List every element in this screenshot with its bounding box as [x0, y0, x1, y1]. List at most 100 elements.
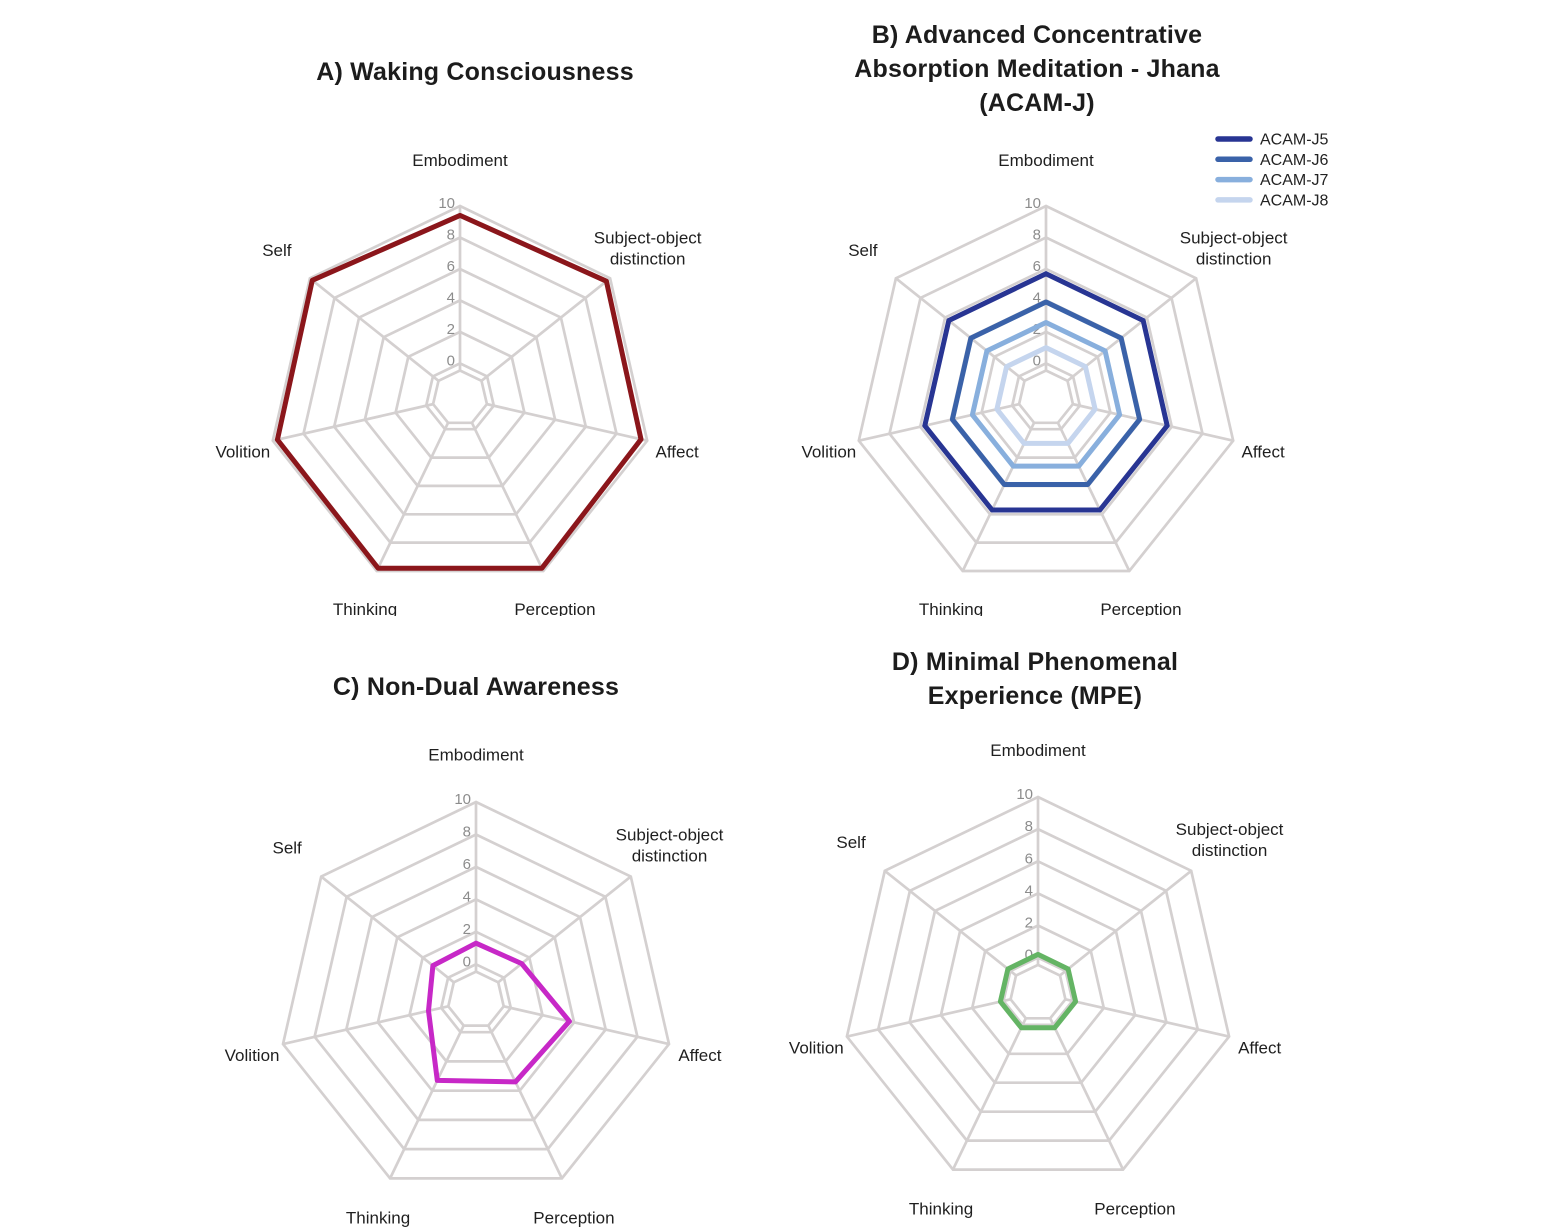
grid-spoke [858, 402, 1020, 443]
grid-spoke [503, 1005, 670, 1046]
panel-c-title: C) Non-Dual Awareness [332, 673, 620, 701]
grid-ring [1002, 956, 1074, 1027]
axis-label: Self [836, 833, 866, 852]
panel-non-dual-awareness: C) Non-Dual Awareness 0 2 4 6 8 10 Embodiment S… [0, 616, 771, 1232]
series-acam-j7 [969, 320, 1123, 469]
grid-spoke [1065, 997, 1230, 1038]
axis-label: Subject-object [594, 228, 702, 247]
axis-label: Perception [533, 1208, 614, 1227]
panel-d-title: D) Minimal Phenomenal Experience (MPE) [891, 648, 1179, 710]
axis-label: Volition [215, 443, 270, 462]
radial-tick-label: 6 [1033, 258, 1041, 275]
grid-ring [845, 795, 1231, 1171]
axis-label: Thinking [346, 1208, 410, 1227]
grid-ring [970, 924, 1106, 1056]
axis-label: Self [848, 241, 878, 260]
radial-tick-label: 4 [1025, 882, 1033, 899]
series-minimal-phenomenal-experience [997, 951, 1079, 1031]
radial-tick-label: 8 [447, 226, 455, 243]
panel-mpe: D) Minimal Phenomenal Experience (MPE) 0… [771, 616, 1542, 1232]
grid-spoke [480, 277, 611, 382]
grid-ring [376, 897, 576, 1093]
axis-label: Embodiment [428, 745, 524, 764]
radial-tick-label: 8 [1025, 818, 1033, 835]
grid-ring [363, 298, 557, 488]
radial-tick-label: 0 [463, 953, 471, 970]
grid-spoke [1066, 277, 1197, 382]
radial-tick-label: 10 [1016, 786, 1033, 803]
axis-label: Thinking [919, 600, 983, 616]
grid-ring [424, 361, 496, 431]
legend-label-acam-j5: ACAM-J5 [1260, 132, 1329, 149]
grid-spoke [951, 1017, 1028, 1171]
grid-ring [408, 930, 544, 1063]
axis-label: Subject-object [1180, 228, 1288, 247]
grid-spoke [895, 277, 1026, 382]
axis-label: Volition [789, 1039, 844, 1058]
grid-ring [394, 330, 526, 459]
grid-ring [281, 800, 671, 1180]
grid-spoke [487, 1025, 564, 1179]
series-acam-j5 [922, 271, 1170, 513]
radar-chart-c: 0 2 4 6 8 10 Embodiment Subject-object distincti… [225, 745, 724, 1227]
panel-b-title: B) Advanced Concentrative Absorption Med… [854, 21, 1220, 117]
radar-chart-d: 0 2 4 6 8 10 Embodiment Subject-object distincti… [789, 741, 1284, 1218]
axis-label: distinction [1192, 841, 1268, 860]
series-acam-j6 [949, 299, 1143, 487]
grid-ring [1009, 963, 1067, 1020]
axis-label: Perception [1100, 600, 1181, 616]
radial-tick-label: 6 [447, 258, 455, 275]
radial-tick-label: 0 [447, 352, 455, 369]
radial-tick-label: 4 [447, 289, 455, 306]
grid-ring [939, 891, 1137, 1085]
radial-tick-label: 4 [463, 888, 471, 905]
axis-label: Affect [656, 443, 699, 462]
radar-chart-a: 0 2 4 6 8 10 Embodiment Subject-object distincti… [215, 151, 702, 616]
radial-tick-label: 2 [447, 321, 455, 338]
grid-ring [980, 330, 1112, 459]
grid-spoke [272, 402, 434, 443]
axis-label: Embodiment [412, 151, 508, 170]
grid-ring [1017, 369, 1075, 425]
axis-label: Self [272, 838, 302, 857]
radial-tick-label: 0 [1025, 947, 1033, 964]
axis-label: Thinking [909, 1199, 973, 1218]
grid-spoke [470, 422, 545, 572]
axis-label: Thinking [333, 600, 397, 616]
radial-tick-label: 8 [1033, 226, 1041, 243]
series-acam-j8 [994, 345, 1098, 446]
radial-tick-label: 6 [1025, 850, 1033, 867]
legend-label-acam-j7: ACAM-J7 [1260, 172, 1329, 189]
grid-spoke [883, 869, 1017, 977]
grid-ring [876, 827, 1200, 1142]
axis-label: Affect [678, 1046, 721, 1065]
grid-ring [302, 236, 618, 544]
axis-label: Affect [1238, 1039, 1281, 1058]
radial-tick-label: 8 [463, 823, 471, 840]
grid-spoke [486, 402, 648, 443]
axis-label: distinction [1196, 249, 1272, 268]
panel-waking-consciousness: A) Waking Consciousness 0 2 4 6 8 10 Embodimen… [0, 0, 771, 616]
radial-tick-label: 2 [1025, 915, 1033, 932]
axis-label: Affect [1242, 443, 1285, 462]
radial-tick-label: 10 [454, 791, 471, 808]
grid-ring [332, 267, 588, 516]
axis-label: Embodiment [998, 151, 1094, 170]
grid-ring [431, 369, 489, 425]
panel-a-title: A) Waking Consciousness [316, 58, 634, 86]
grid-spoke [1056, 422, 1131, 572]
series-waking-consciousness [274, 212, 644, 571]
grid-spoke [497, 875, 632, 984]
radial-tick-label: 0 [1033, 352, 1041, 369]
panel-acam-j: B) Advanced Concentrative Absorption Med… [771, 0, 1542, 616]
grid-ring [1010, 361, 1082, 431]
grid-spoke [961, 422, 1036, 572]
grid-spoke [846, 997, 1011, 1038]
grid-spoke [388, 1025, 465, 1179]
legend-label-acam-j8: ACAM-J8 [1260, 192, 1329, 209]
grid-spoke [282, 1005, 449, 1046]
axis-label: distinction [610, 249, 686, 268]
grid-ring [446, 970, 506, 1027]
radial-tick-label: 2 [463, 921, 471, 938]
